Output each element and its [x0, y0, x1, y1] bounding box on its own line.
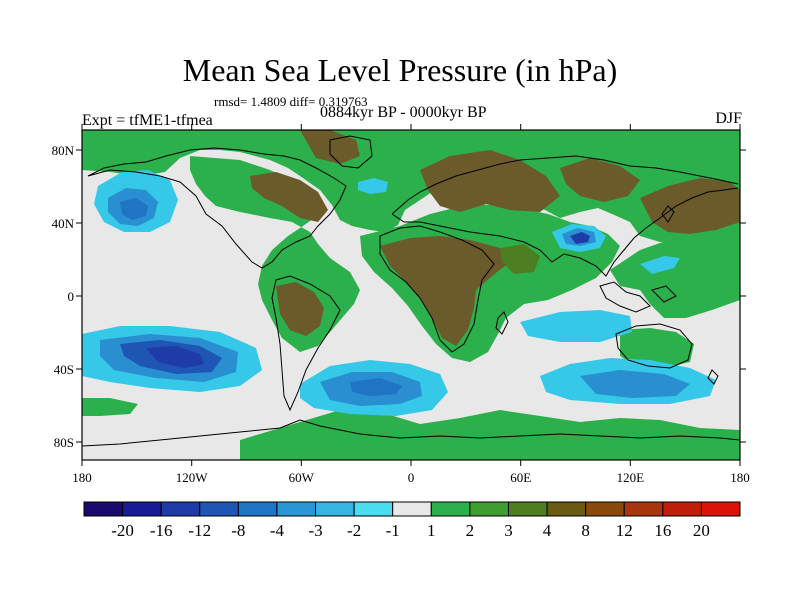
green-region-australia: [620, 328, 694, 368]
colorbar-label: -4: [270, 521, 285, 540]
colorbar-label: 3: [504, 521, 513, 540]
colorbar-swatch: [315, 501, 355, 517]
colorbar-label: 4: [543, 521, 552, 540]
brown-east-asia: [640, 178, 740, 234]
green-region-south: [240, 410, 740, 460]
colorbar-swatch: [430, 501, 471, 517]
colorbar-swatch: [392, 501, 432, 517]
colorbar-swatch: [469, 501, 509, 517]
blue-indian-outer: [520, 310, 632, 342]
blue-npacific-east: [640, 256, 680, 274]
colorbar-label: -3: [308, 521, 322, 540]
brown-north-america: [250, 172, 328, 222]
coast-south-america: [271, 275, 341, 412]
coast-north-america: [87, 147, 347, 269]
colorbar-label: 16: [654, 521, 671, 540]
lat-tick-label: 80S: [54, 435, 74, 450]
colorbar-label: 12: [616, 521, 633, 540]
colorbar-swatch: [276, 501, 317, 517]
lat-tick-label: 0: [68, 289, 75, 304]
map-title: Mean Sea Level Pressure (in hPa): [182, 52, 618, 88]
colorbar: -20 -16 -12 -8 -4 -3 -2 -1 1 2 3 4 8 12 16 20: [83, 501, 741, 540]
colorbar-swatch: [507, 501, 548, 517]
season-label: DJF: [715, 110, 742, 127]
brown-eurasia: [420, 150, 560, 212]
lon-tick-label: 180: [730, 470, 750, 485]
colorbar-label: 1: [427, 521, 436, 540]
lon-tick-label: 120W: [176, 470, 209, 485]
colorbar-swatch: [83, 501, 124, 517]
blue-alaska-core: [120, 198, 148, 220]
colorbar-label: -16: [150, 521, 173, 540]
green-region-npacific: [610, 236, 740, 318]
brown-siberia: [560, 158, 640, 202]
colorbar-swatch: [199, 501, 239, 517]
coast-africa: [379, 225, 495, 353]
coastlines: [82, 135, 740, 447]
experiment-label: Expt = tfME1-tfmea: [82, 112, 213, 129]
darkgreen-arabia: [500, 244, 540, 274]
coast-madagascar: [495, 311, 509, 335]
blue-tibet-core: [570, 232, 590, 244]
colorbar-label: -8: [231, 521, 245, 540]
pressure-field: [82, 130, 740, 460]
coast-new-zealand: [707, 369, 719, 385]
lon-tick-label: 120E: [617, 470, 645, 485]
colorbar-label: -12: [188, 521, 211, 540]
colorbar-label: -20: [111, 521, 134, 540]
colorbar-swatch: [160, 501, 201, 517]
lon-tick-label: 180: [72, 470, 92, 485]
latitude-axis: 80N 40N 0 40S 80S: [52, 143, 746, 450]
colorbar-label: 20: [693, 521, 710, 540]
coast-greenland: [329, 135, 373, 169]
coast-australia: [615, 323, 693, 369]
colorbar-swatch: [237, 501, 278, 517]
stats-text: rmsd= 1.4809 diff= 0.319763: [214, 94, 368, 109]
colorbar-label: 2: [466, 521, 475, 540]
lat-tick-label: 80N: [52, 143, 75, 158]
colorbar-label: -2: [347, 521, 361, 540]
colorbar-label: -1: [386, 521, 400, 540]
colorbar-label: 8: [581, 521, 590, 540]
lon-tick-label: 60W: [289, 470, 315, 485]
coast-eurasia: [391, 155, 739, 277]
blue-southatlantic-core: [350, 378, 402, 396]
coast-japan: [661, 205, 675, 223]
lon-tick-label: 60E: [510, 470, 531, 485]
colorbar-swatch: [122, 501, 162, 517]
blue-southindian-mid: [580, 370, 690, 398]
brown-africa: [380, 236, 510, 346]
colorbar-swatch: [623, 501, 664, 517]
period-label: 0884kyr BP - 0000kyr BP: [320, 104, 487, 121]
lon-tick-label: 0: [408, 470, 415, 485]
lat-tick-label: 40S: [54, 362, 74, 377]
longitude-axis: 180 120W 60W 0 60E 120E 180: [72, 124, 750, 485]
colorbar-swatch: [700, 501, 741, 517]
green-region-north: [82, 130, 740, 246]
blue-southpacific-core: [146, 346, 204, 368]
coast-indonesia: [599, 281, 677, 313]
colorbar-swatch: [546, 501, 587, 517]
colorbar-swatch: [353, 501, 394, 517]
blue-nat-small: [358, 178, 388, 194]
green-region-southwest: [82, 398, 138, 416]
coast-antarctica: [82, 419, 740, 447]
brown-south-america: [276, 282, 324, 336]
colorbar-swatch: [662, 501, 702, 517]
colorbar-swatch: [585, 501, 625, 517]
lat-tick-label: 40N: [52, 216, 75, 231]
